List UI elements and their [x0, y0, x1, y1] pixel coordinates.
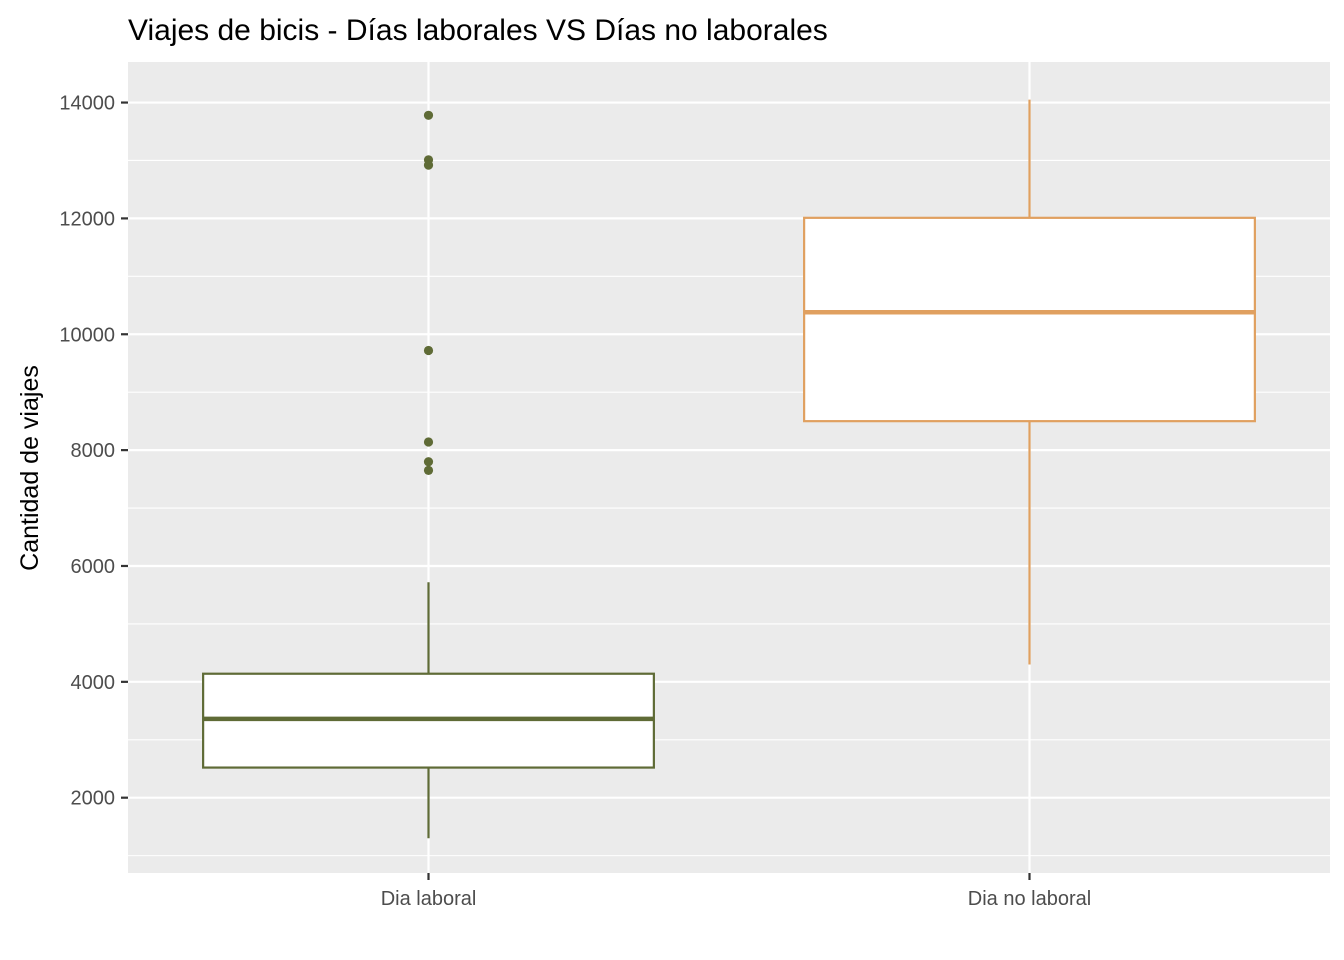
y-tick-label: 12000	[59, 208, 115, 230]
chart-title: Viajes de bicis - Días laborales VS Días…	[128, 14, 828, 47]
x-axis: Dia laboral Dia no laboral	[381, 873, 1091, 910]
y-tick-label: 10000	[59, 324, 115, 346]
box-group	[803, 99, 1256, 665]
y-axis: 2000 4000 6000 8000 10000 12000 14000	[59, 93, 128, 810]
y-tick-label: 2000	[71, 788, 116, 810]
y-tick-label: 4000	[71, 672, 116, 694]
y-tick-label: 8000	[71, 440, 116, 462]
outlier-point	[423, 345, 434, 356]
outlier-point	[423, 437, 434, 447]
box-group	[202, 110, 655, 839]
x-tick-label: Dia no laboral	[968, 888, 1091, 910]
x-tick-label: Dia laboral	[381, 888, 477, 910]
box	[803, 216, 1256, 423]
boxes	[202, 99, 1256, 839]
y-axis-label: Cantidad de viajes	[16, 365, 44, 571]
outlier-point	[423, 160, 434, 170]
outlier-point	[423, 110, 434, 120]
outlier-point	[423, 465, 434, 475]
outlier-point	[423, 457, 434, 467]
y-tick-label: 14000	[59, 93, 115, 115]
y-tick-label: 6000	[71, 556, 116, 578]
